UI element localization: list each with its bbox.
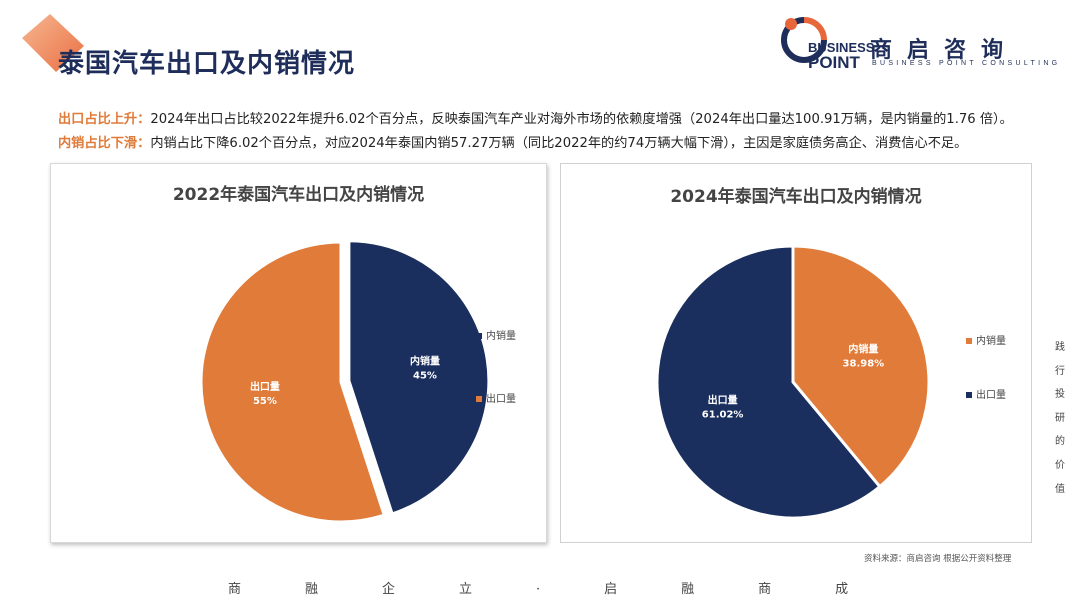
legend-label: 内销量 <box>486 329 516 342</box>
key-point-1-text: 2024年出口占比较2022年提升6.02个百分点，反映泰国汽车产业对海外市场的… <box>150 112 1013 127</box>
company-logo: BUSINESS POINT 商启咨询 BUSINESS POINT CONSU… <box>780 14 1065 72</box>
corner-decoration <box>22 14 84 72</box>
logo-wordmark: BUSINESS POINT <box>808 40 875 72</box>
page-title: 泰国汽车出口及内销情况 <box>58 49 356 79</box>
pie-slice-export <box>199 240 387 524</box>
logo-cn-name: 商启咨询 <box>870 38 1019 63</box>
slice-value-label: 38.98% <box>843 359 885 370</box>
key-point-2-label: 内销占比下滑： <box>58 136 151 151</box>
logo-business: BUSINESS <box>808 40 875 55</box>
legend-swatch <box>966 338 972 344</box>
chart-panel-2022: 2022年泰国汽车出口及内销情况内销量 45% 出口量 55% 内销量出口量 <box>50 163 547 543</box>
legend-swatch <box>966 392 972 398</box>
slice-category-label: 出口量 <box>250 380 280 393</box>
chart-title: 2022年泰国汽车出口及内销情况 <box>173 184 424 205</box>
pie-slice-domestic <box>347 239 491 516</box>
legend-label: 出口量 <box>486 392 516 405</box>
legend-label: 出口量 <box>976 388 1006 401</box>
footer-slogan: 商融企立·启融商成 <box>228 582 913 597</box>
legend-label: 内销量 <box>976 334 1006 347</box>
key-point-2-text: 内销占比下降6.02个百分点，对应2024年泰国内销57.27万辆（同比2022… <box>150 136 968 151</box>
key-point-1: 出口占比上升：2024年出口占比较2022年提升6.02个百分点，反映泰国汽车产… <box>58 108 1013 127</box>
side-slogan: 践行投研的价值 <box>1055 342 1065 495</box>
pie-slice-domestic <box>791 244 931 489</box>
key-point-1-label: 出口占比上升： <box>58 112 151 127</box>
slice-value-label: 45% <box>413 371 437 382</box>
legend-swatch <box>476 396 482 402</box>
source-note: 资料来源：商启咨询 根据公开资料整理 <box>864 554 1012 564</box>
slice-value-label: 61.02% <box>702 409 744 420</box>
logo-mark-icon <box>781 17 827 63</box>
logo-point: POINT <box>808 53 860 72</box>
slice-category-label: 出口量 <box>708 393 738 406</box>
chart-title: 2024年泰国汽车出口及内销情况 <box>670 186 921 207</box>
logo-en-name: BUSINESS POINT CONSULTING <box>872 60 1061 67</box>
chart-panel-2024: 2024年泰国汽车出口及内销情况内销量 38.98% 出口量 61.02% 内销量出口量 <box>560 163 1032 543</box>
slice-category-label: 内销量 <box>410 355 440 368</box>
slice-category-label: 内销量 <box>848 343 878 356</box>
key-point-2: 内销占比下滑：内销占比下降6.02个百分点，对应2024年泰国内销57.27万辆… <box>58 132 967 151</box>
pie-slice-export <box>655 244 882 520</box>
slice-value-label: 55% <box>253 396 277 407</box>
legend-swatch <box>476 333 482 339</box>
